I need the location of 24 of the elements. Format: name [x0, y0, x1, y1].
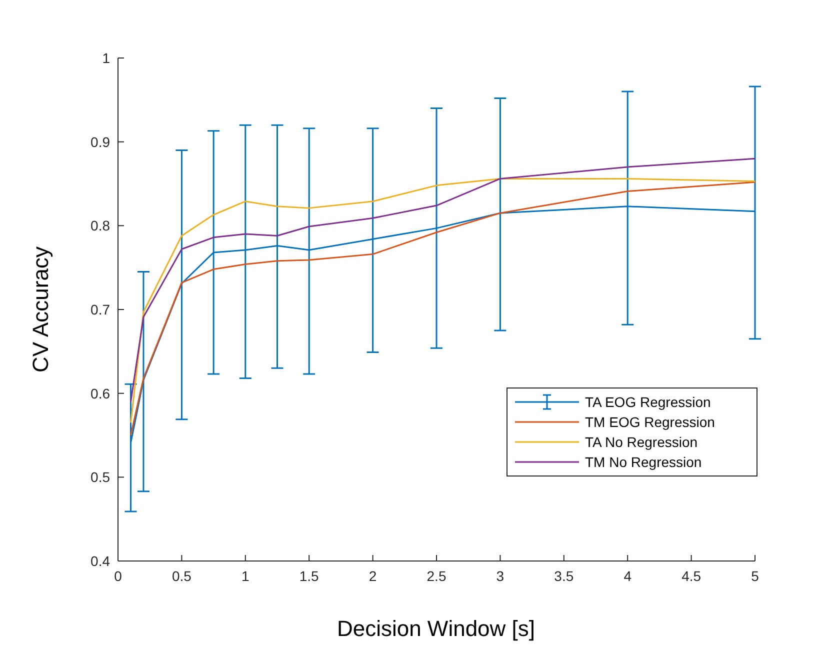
x-tick-label: 0 [114, 568, 122, 584]
legend-label: TA No Regression [585, 434, 698, 450]
y-tick-label: 1 [102, 50, 110, 66]
x-tick-label: 2 [368, 568, 377, 584]
x-tick-label: 1.5 [299, 568, 320, 584]
x-tick-label: 3 [496, 568, 504, 584]
x-tick-label: 4 [624, 568, 632, 584]
y-tick-label: 0.8 [90, 218, 110, 234]
x-tick-label: 3.5 [554, 568, 574, 584]
y-tick-label: 0.7 [90, 302, 110, 318]
x-tick-label: 4.5 [682, 568, 702, 584]
x-axis-title: Decision Window [s] [336, 616, 536, 641]
x-tick-label: 0.5 [172, 568, 192, 584]
legend-label: TM No Regression [585, 454, 702, 470]
x-tick-label: 2.5 [426, 568, 446, 584]
x-tick-label: 1 [242, 568, 250, 584]
y-axis-title: CV Accuracy [28, 246, 53, 372]
y-tick-label: 0.4 [90, 553, 110, 569]
legend-label: TM EOG Regression [585, 414, 715, 430]
legend-label: TA EOG Regression [585, 394, 711, 410]
y-tick-label: 0.5 [90, 469, 110, 486]
y-tick-label: 0.9 [90, 134, 110, 150]
y-tick-label: 0.6 [90, 385, 110, 402]
x-tick-label: 5 [751, 568, 760, 584]
